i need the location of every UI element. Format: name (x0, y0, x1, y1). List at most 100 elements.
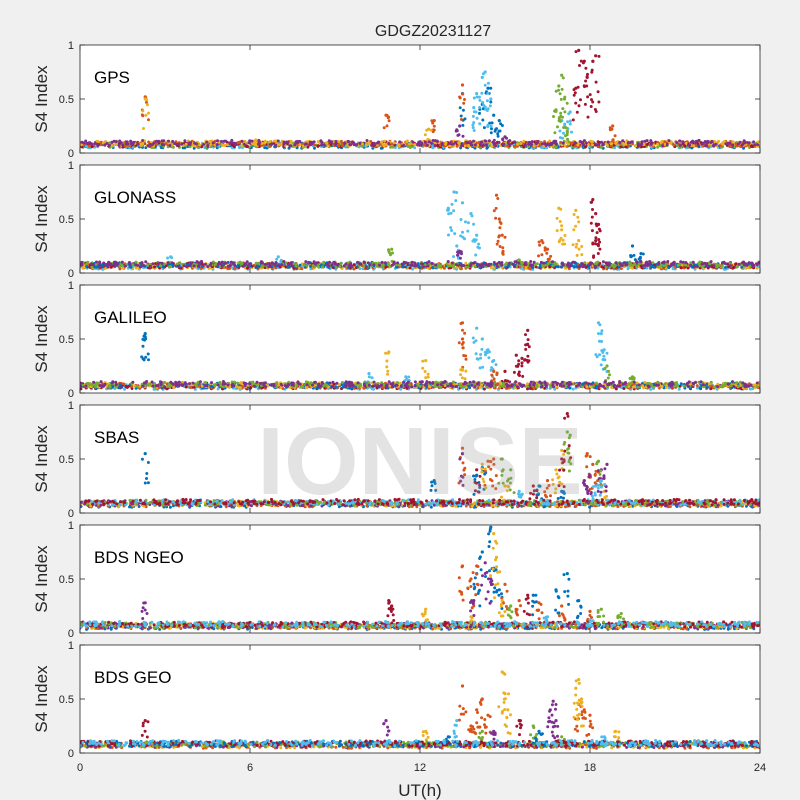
baseline-point (522, 145, 526, 149)
baseline-point (534, 142, 538, 146)
burst-point (596, 252, 600, 255)
panel-plot-area (80, 285, 760, 393)
burst-point (471, 126, 475, 130)
baseline-point (624, 263, 628, 267)
burst-point (496, 134, 500, 138)
burst-point (591, 59, 595, 63)
baseline-point (536, 140, 540, 143)
baseline-point (413, 143, 417, 147)
baseline-point (255, 265, 258, 268)
baseline-point (507, 264, 510, 268)
data-point (514, 353, 518, 357)
baseline-point (188, 145, 192, 149)
baseline-point (522, 139, 526, 143)
burst-point (611, 138, 615, 142)
baseline-point (192, 264, 196, 268)
baseline-point (176, 264, 180, 268)
data-point (560, 228, 564, 232)
data-point (630, 244, 635, 248)
baseline-point (439, 264, 443, 268)
burst-point (447, 212, 451, 216)
baseline-point (464, 261, 468, 265)
data-point (520, 356, 524, 360)
baseline-point (481, 262, 485, 266)
burst-point (559, 236, 563, 240)
baseline-point (570, 141, 574, 145)
baseline-point (247, 141, 251, 145)
burst-point (494, 216, 498, 220)
baseline-point (622, 261, 626, 265)
baseline-point (695, 384, 699, 388)
baseline-point (484, 139, 488, 143)
burst-point (497, 129, 501, 133)
baseline-point (349, 143, 353, 147)
data-point (486, 86, 490, 90)
baseline-point (118, 267, 122, 271)
burst-point (597, 100, 601, 104)
baseline-point (282, 260, 286, 263)
baseline-point (636, 142, 640, 146)
burst-point (563, 110, 567, 114)
baseline-point (567, 265, 571, 269)
series-7 (80, 249, 760, 269)
burst-point (556, 125, 559, 129)
baseline-point (148, 264, 152, 268)
baseline-point (748, 387, 752, 391)
baseline-point (473, 261, 477, 264)
baseline-point (327, 264, 331, 268)
burst-point (561, 76, 565, 80)
burst-point (641, 252, 645, 256)
burst-point (600, 340, 604, 343)
baseline-point (257, 264, 261, 268)
burst-point (590, 98, 593, 102)
burst-point (497, 234, 501, 238)
data-point (526, 328, 530, 332)
baseline-point (634, 260, 638, 264)
y-tick-label: 1 (68, 40, 74, 52)
baseline-point (160, 143, 164, 146)
baseline-point (620, 264, 624, 267)
burst-point (147, 118, 150, 122)
burst-point (473, 239, 477, 243)
baseline-point (601, 260, 605, 264)
baseline-point (618, 140, 622, 144)
baseline-point (337, 144, 341, 148)
baseline-point (420, 141, 424, 145)
baseline-point (153, 265, 157, 269)
data-point (545, 247, 550, 251)
baseline-point (107, 260, 111, 264)
baseline-point (532, 260, 536, 264)
baseline-point (123, 264, 127, 268)
baseline-point (203, 262, 207, 266)
baseline-point (750, 145, 754, 148)
baseline-point (289, 144, 293, 148)
burst-point (459, 250, 463, 254)
burst-point (571, 243, 575, 247)
baseline-point (392, 261, 396, 265)
baseline-point (216, 139, 219, 143)
baseline-point (651, 265, 655, 269)
baseline-point (232, 141, 236, 145)
burst-point (632, 253, 636, 257)
baseline-point (228, 142, 232, 145)
burst-point (596, 244, 600, 248)
burst-point (456, 253, 459, 257)
data-point (458, 124, 462, 128)
data-point (475, 326, 479, 330)
baseline-point (220, 139, 224, 143)
baseline-point (339, 262, 343, 265)
baseline-point (282, 142, 286, 146)
burst-point (463, 237, 466, 241)
baseline-point (492, 261, 496, 264)
burst-point (512, 370, 516, 374)
baseline-point (643, 139, 647, 143)
burst-point (585, 84, 589, 88)
burst-point (553, 131, 557, 135)
data-point (599, 332, 603, 336)
baseline-point (488, 141, 492, 145)
baseline-point (681, 140, 685, 144)
burst-point (565, 131, 569, 135)
burst-point (463, 117, 467, 121)
burst-point (461, 92, 465, 96)
baseline-point (85, 141, 89, 145)
